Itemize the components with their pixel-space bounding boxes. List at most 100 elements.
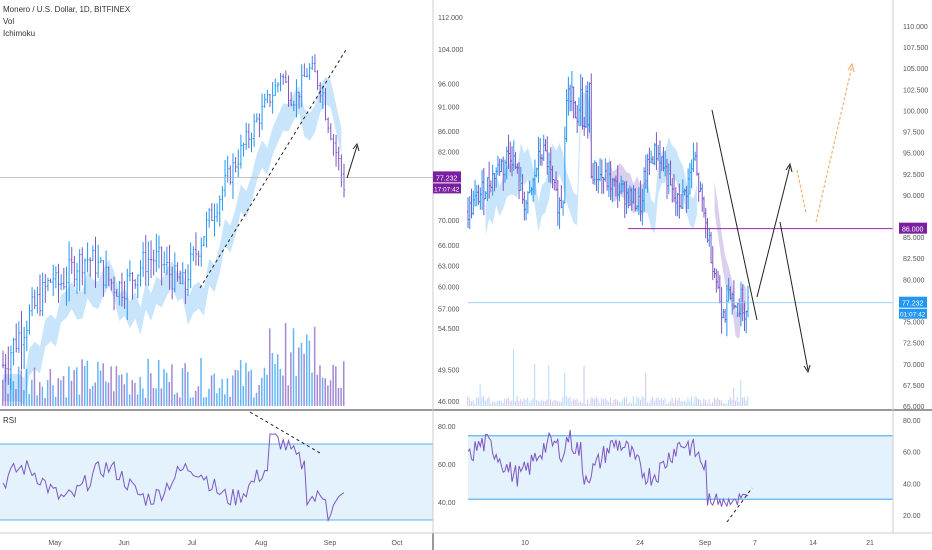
volume-bar — [523, 398, 525, 406]
volume-bar — [595, 396, 597, 406]
volume-bar — [250, 369, 252, 406]
volume-bar — [722, 403, 724, 406]
volume-bar — [648, 403, 650, 406]
volume-bar — [546, 399, 548, 406]
volume-bar — [300, 342, 303, 406]
volume-bar — [497, 400, 499, 406]
volume-bar — [569, 397, 571, 406]
volume-bar — [571, 400, 573, 406]
volume-bar — [493, 401, 495, 406]
volume-bar — [284, 323, 287, 406]
rsi-tick-right: 20.00 — [903, 513, 921, 520]
volume-bar — [511, 400, 513, 406]
volume-bar — [239, 360, 242, 406]
volume-bar — [602, 399, 604, 406]
y-tick-right: 72.500 — [903, 341, 925, 348]
volume-bar — [316, 374, 319, 406]
ichimoku-cloud-right — [714, 181, 747, 339]
rsi-tick-left: 80.00 — [438, 424, 456, 431]
x-tick-left: Sep — [324, 540, 337, 547]
volume-bar — [155, 388, 157, 406]
volume-bar — [210, 375, 213, 406]
volume-bar — [574, 399, 576, 406]
volume-bar — [592, 398, 594, 406]
volume-bar — [567, 398, 569, 406]
volume-bar — [597, 399, 599, 406]
y-tick-left: 82.000 — [438, 150, 460, 157]
volume-bar — [520, 399, 522, 406]
volume-bar — [726, 403, 728, 406]
volume-bar — [245, 362, 247, 406]
volume-bar — [176, 392, 178, 406]
x-tick-right: 21 — [866, 540, 874, 547]
volume-bar — [513, 349, 515, 406]
volume-bar — [535, 400, 537, 406]
volume-bar — [530, 400, 532, 406]
volume-bar — [483, 396, 485, 406]
volume-bar — [683, 400, 685, 406]
volume-bar — [94, 382, 97, 406]
volume-bar — [555, 400, 557, 406]
volume-bar — [65, 397, 67, 406]
volume-bar — [4, 363, 7, 406]
ichimoku-cloud-right — [485, 143, 539, 236]
volume-bar — [274, 364, 276, 406]
volume-bar — [134, 382, 136, 406]
y-tick-left: 112.000 — [438, 15, 463, 22]
indicator-ichimoku-label[interactable]: Ichimoku — [3, 29, 36, 38]
volume-bar — [268, 328, 271, 406]
volume-bar — [488, 396, 490, 406]
volume-bar — [102, 363, 104, 406]
volume-bar — [229, 396, 231, 406]
volume-bar — [585, 403, 587, 406]
volume-bar — [12, 381, 15, 406]
volume-bar — [583, 365, 585, 406]
y-tick-left: 49.500 — [438, 367, 460, 374]
volume-bar — [689, 401, 691, 406]
volume-bar — [696, 397, 698, 406]
volume-bar — [669, 401, 671, 406]
volume-bar — [504, 398, 506, 406]
volume-bar — [68, 366, 70, 406]
y-tick-right: 107.500 — [903, 45, 928, 52]
volume-bar — [527, 397, 529, 406]
volume-bar — [580, 401, 582, 406]
last-price-tag-left — [433, 171, 461, 183]
volume-bar — [500, 401, 502, 406]
volume-bar — [7, 393, 9, 406]
indicator-vol-label[interactable]: Vol — [3, 17, 15, 26]
volume-bar — [472, 400, 474, 406]
volume-bar — [532, 398, 534, 406]
volume-bar — [629, 401, 631, 406]
volume-bar — [664, 398, 666, 406]
volume-bar — [588, 403, 590, 406]
volume-bar — [479, 383, 481, 406]
volume-bar — [616, 400, 618, 406]
volume-bar — [292, 328, 295, 406]
volume-bar — [652, 397, 654, 406]
volume-bar — [666, 403, 668, 406]
volume-bar — [558, 401, 560, 406]
volume-bar — [641, 396, 643, 406]
volume-bar — [650, 399, 652, 406]
volume-bar — [290, 352, 292, 406]
volume-bar — [150, 373, 152, 406]
x-tick-left: Aug — [255, 540, 268, 547]
volume-bar — [86, 360, 89, 406]
bullish-projection-arrow — [756, 165, 791, 298]
volume-bar — [113, 391, 115, 406]
volume-bar — [131, 380, 134, 406]
volume-bar — [618, 401, 620, 406]
volume-bar — [675, 397, 677, 406]
volume-bar — [587, 399, 589, 406]
volume-bar — [276, 354, 279, 406]
rsi-band-left — [0, 444, 433, 520]
volume-bar — [710, 403, 712, 406]
volume-bar — [255, 392, 258, 406]
volume-bar — [514, 401, 516, 406]
volume-bar — [308, 340, 311, 406]
volume-bar — [562, 396, 564, 406]
volume-bar — [661, 397, 663, 406]
volume-bar — [15, 389, 17, 406]
